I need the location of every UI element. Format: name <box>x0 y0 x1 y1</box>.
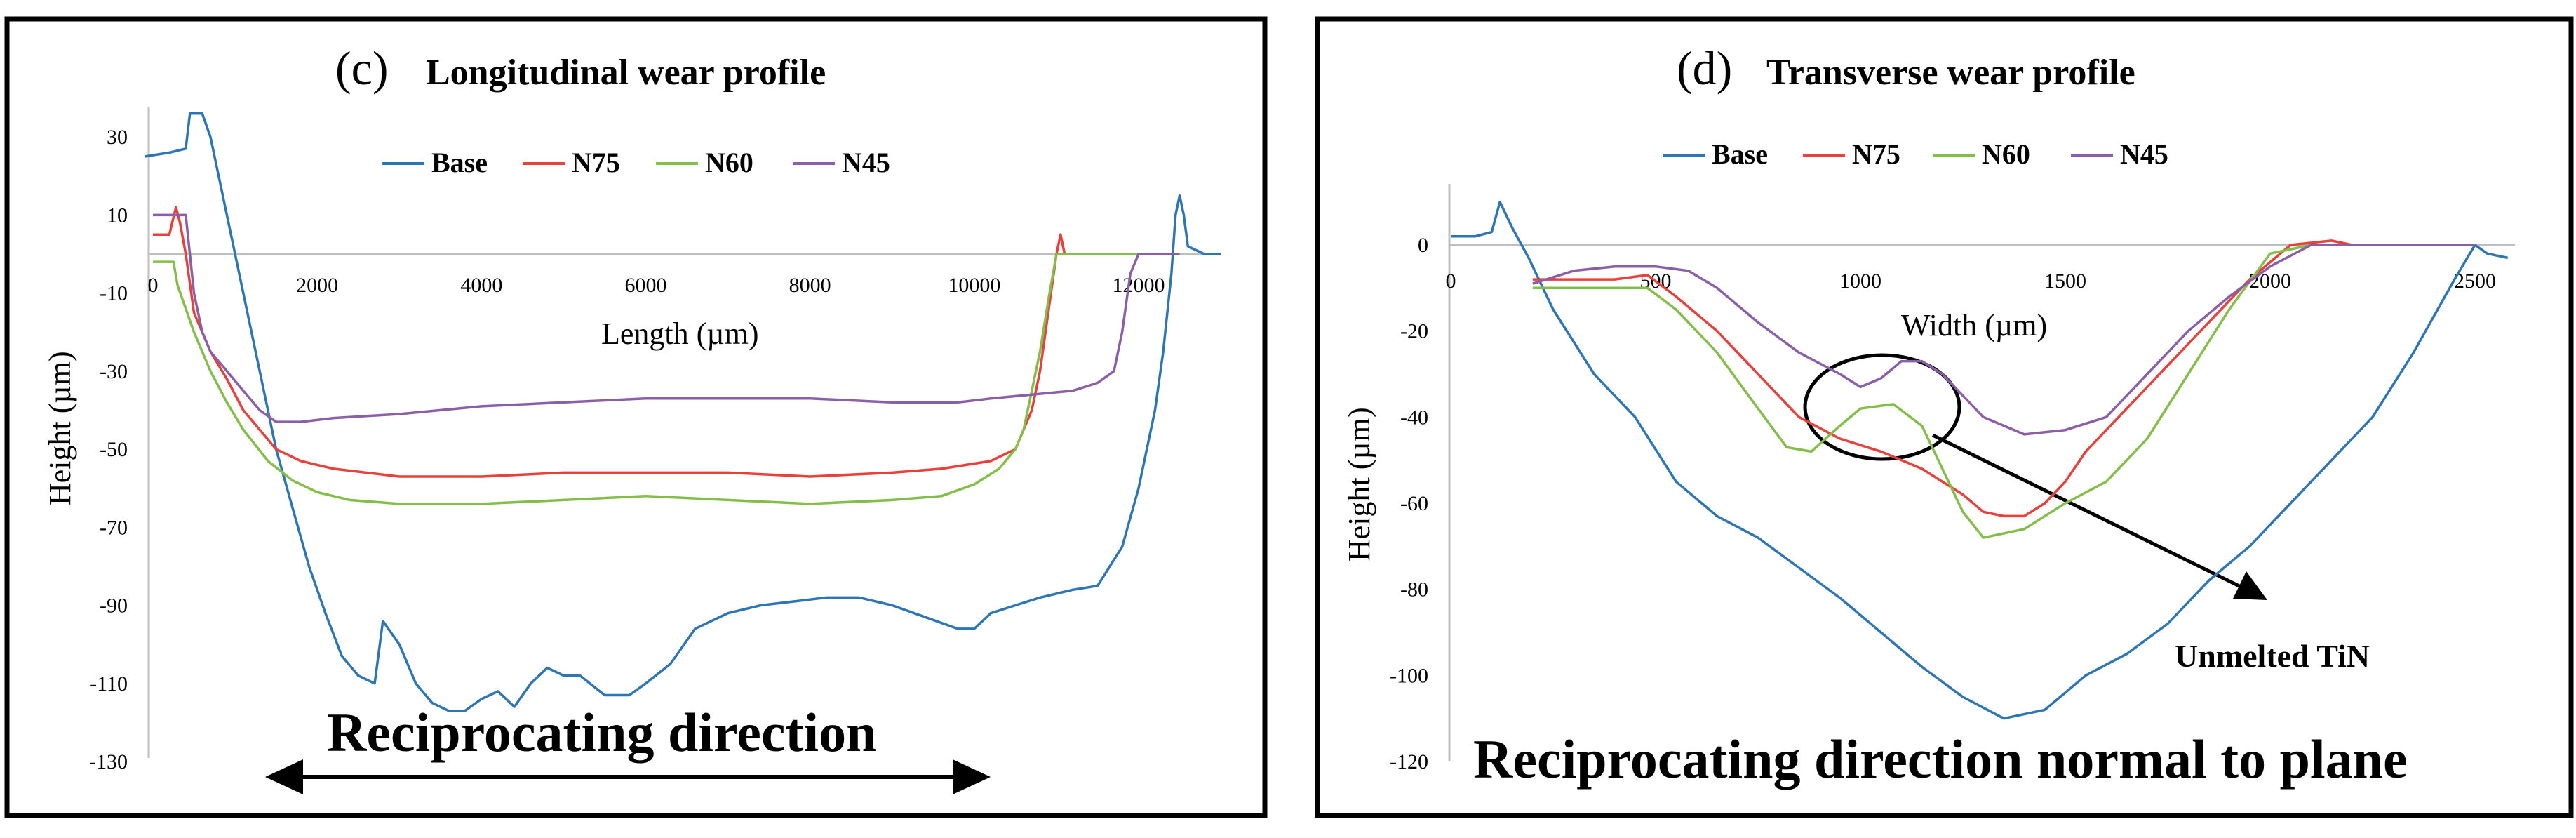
panel-c-ylabel: Height (µm) <box>43 351 77 505</box>
series-line-n75 <box>153 206 1180 478</box>
y-tick-label: -20 <box>1400 320 1428 343</box>
legend: Base N75 N60 N45 <box>1663 138 2168 170</box>
panel-d-border <box>1315 16 2574 818</box>
y-tick-label: -60 <box>1400 492 1428 515</box>
y-tick-label: -100 <box>1390 664 1428 687</box>
panel-d-ylabel: Height (µm) <box>1342 407 1376 561</box>
legend-label-n75: N75 <box>1852 138 1900 170</box>
series-line-n45 <box>1532 244 2475 436</box>
legend-label-n60: N60 <box>705 147 753 178</box>
y-tick-label: -50 <box>100 438 128 461</box>
panel-c-title: Longitudinal wear profile <box>426 53 826 93</box>
x-tick-label: 10000 <box>948 274 1000 297</box>
y-tick-label: -90 <box>100 594 128 618</box>
y-tick-label: -80 <box>1400 578 1428 601</box>
y-tick-label: -10 <box>100 282 128 305</box>
y-tick-label: -110 <box>90 672 128 696</box>
legend: Base N75 N60 N45 <box>382 147 890 178</box>
series-line-n75 <box>1532 239 2475 518</box>
chart-c: 30 10 -10 -30 -50 -70 -90 -110 -130 0 2000 4000 6000… <box>89 107 1221 773</box>
y-tick-label: 10 <box>107 204 128 227</box>
series-line-base <box>1451 200 2509 720</box>
annotation-arrow <box>1931 433 2267 600</box>
x-tick-label: 2000 <box>296 274 338 297</box>
panel-c-letter: (c) <box>335 41 388 95</box>
panel-d-caption: Reciprocating direction normal to plane <box>1473 729 2408 790</box>
x-tick-label: 12000 <box>1113 274 1165 297</box>
y-tick-label: 0 <box>1418 234 1428 257</box>
x-tick-label: 1000 <box>1839 270 1881 293</box>
series-line-n60 <box>153 253 1180 505</box>
panel-d-xlabel: Width (µm) <box>1901 308 2047 342</box>
annotation-label: Unmelted TiN <box>2175 638 2370 674</box>
panel-c-border <box>4 16 1268 818</box>
y-tick-label: -70 <box>100 516 128 539</box>
x-tick-label: 1500 <box>2044 270 2086 293</box>
legend-label-n60: N60 <box>1982 138 2030 170</box>
panel-c-caption: Reciprocating direction <box>327 702 877 763</box>
x-tick-label: 0 <box>148 274 159 297</box>
x-tick-label: 8000 <box>789 274 831 297</box>
legend-label-base: Base <box>431 147 488 178</box>
y-tick-label: -120 <box>1390 750 1428 773</box>
y-tick-label: -30 <box>100 360 128 383</box>
series-line-n60 <box>1532 244 2475 539</box>
panel-d-letter: (d) <box>1677 41 1732 95</box>
x-tick-label: 0 <box>1446 270 1456 293</box>
legend-label-n75: N75 <box>572 147 620 178</box>
unmelted-tin-ellipse <box>1803 353 1961 461</box>
y-tick-label: -130 <box>89 750 128 773</box>
chart-d: 0-20-40-60-80-100-1200 500 1000 1500 2000 250… <box>1390 138 2515 773</box>
y-tick-label: -40 <box>1400 406 1428 429</box>
x-tick-label: 2500 <box>2454 270 2496 293</box>
series-line-base <box>145 112 1221 712</box>
legend-label-n45: N45 <box>842 147 890 178</box>
reciprocating-arrow <box>265 759 991 794</box>
x-tick-label: 6000 <box>625 274 667 297</box>
panel-d-title: Transverse wear profile <box>1766 53 2135 93</box>
legend-label-base: Base <box>1712 138 1768 170</box>
legend-label-n45: N45 <box>2120 138 2168 170</box>
series-line-n45 <box>153 213 1180 423</box>
x-tick-label: 4000 <box>460 274 502 297</box>
panel-c-xlabel: Length (µm) <box>601 317 759 351</box>
y-tick-label: 30 <box>107 126 128 149</box>
